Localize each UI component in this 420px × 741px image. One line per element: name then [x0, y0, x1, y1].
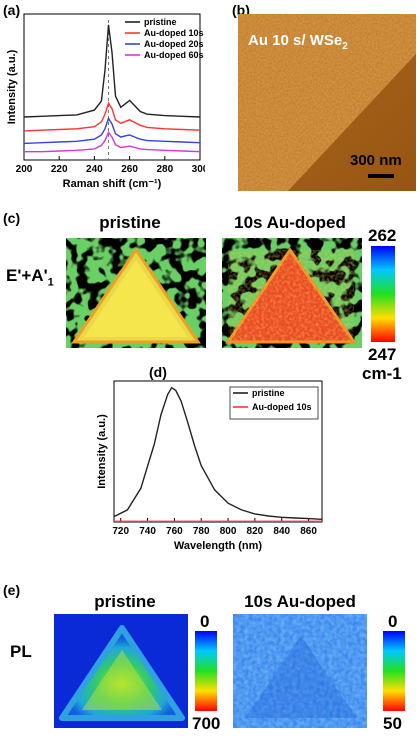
- x-tick-label: 280: [156, 164, 173, 175]
- panel-label-c: (c): [3, 210, 21, 226]
- plot-frame: [23, 13, 201, 161]
- raman-scale-top: 262: [368, 226, 397, 245]
- pl-map-doped: [233, 614, 367, 728]
- x-tick-label: 200: [16, 164, 33, 175]
- afm-image: Au 10 s/ WSe2 300 nm: [238, 14, 416, 191]
- pl-scale-right-bottom: 50: [383, 714, 402, 733]
- raman-map-pristine: [66, 238, 206, 348]
- pl-row-label: PL: [10, 642, 32, 661]
- afm-texture: [238, 14, 416, 191]
- pl-scale-left-top: 0: [200, 612, 210, 631]
- legend-box: [122, 16, 198, 64]
- x-tick-label: 840: [273, 526, 290, 537]
- pl-map-title-pristine: pristine: [94, 592, 156, 611]
- raman-row-label: E'+A'1: [6, 266, 54, 288]
- legend-label-2: Au-doped 10s: [252, 402, 312, 412]
- raman-row-label-sub: 1: [47, 276, 54, 289]
- x-tick-label: 260: [121, 164, 138, 175]
- pl-scale-left-bottom: 700: [192, 714, 221, 733]
- x-tick-label: 240: [86, 164, 103, 175]
- legend-label-4: Au-doped 60s: [144, 50, 204, 60]
- y-axis-label: Intensity (a.u.): [96, 414, 108, 489]
- legend-label-1: pristine: [252, 388, 285, 398]
- pl-map-pristine: [54, 614, 188, 728]
- x-tick-label: 780: [193, 526, 210, 537]
- raman-map-doped: [222, 238, 362, 348]
- x-axis-label: Wavelength (nm): [174, 540, 263, 552]
- raman-scale-bottom: 247: [368, 345, 397, 364]
- panel-label-a: (a): [3, 2, 21, 18]
- x-tick-label: 860: [300, 526, 317, 537]
- series-line-4: [24, 130, 201, 153]
- raman-row-label-main: E'+A': [6, 266, 48, 285]
- y-axis-label: Intensity (a.u.): [6, 49, 18, 124]
- raman-scale-unit: cm-1: [362, 364, 402, 383]
- afm-caption: Au 10 s/ WSe2: [248, 32, 348, 52]
- scalebar-label: 300 nm: [350, 152, 402, 169]
- afm-caption-main: Au 10 s/ WSe: [248, 32, 343, 49]
- series-line-2: [23, 101, 201, 132]
- raman-map-title-doped: 10s Au-doped: [234, 213, 346, 232]
- raman-colorbar: [371, 246, 395, 342]
- series-line-1: [113, 386, 323, 520]
- legend-label-2: Au-doped 10s: [144, 28, 204, 38]
- raman-map-title-pristine: pristine: [99, 213, 161, 232]
- x-tick-label: 300: [192, 164, 205, 175]
- scalebar: [368, 174, 394, 178]
- legend-label-3: Au-doped 20s: [144, 39, 204, 49]
- x-axis-label: Raman shift (cm⁻¹): [63, 178, 162, 190]
- x-tick-label: 760: [166, 526, 183, 537]
- pl-map-title-doped: 10s Au-doped: [244, 592, 356, 611]
- panel-label-e: (e): [3, 582, 21, 598]
- x-tick-label: 220: [51, 164, 68, 175]
- x-tick-label: 800: [220, 526, 237, 537]
- series-line-1: [23, 24, 201, 118]
- pl-colorbar-doped: [383, 631, 405, 711]
- afm-caption-sub: 2: [342, 41, 348, 52]
- x-tick-label: 740: [139, 526, 156, 537]
- panel-label-d: (d): [149, 364, 167, 380]
- x-tick-label: 720: [112, 526, 129, 537]
- pl-colorbar-pristine: [195, 631, 217, 711]
- series-line-3: [23, 116, 201, 145]
- raman-chart: 200 220 240 260 280 300 Raman shift (cm⁻¹) Inte…: [6, 13, 205, 190]
- pl-spectrum-chart: 720 740 760 780 800 820 840 860 Wavelength (nm) I…: [96, 380, 323, 552]
- x-tick-label: 820: [247, 526, 264, 537]
- legend-label-1: pristine: [144, 17, 177, 27]
- pl-scale-right-top: 0: [388, 612, 398, 631]
